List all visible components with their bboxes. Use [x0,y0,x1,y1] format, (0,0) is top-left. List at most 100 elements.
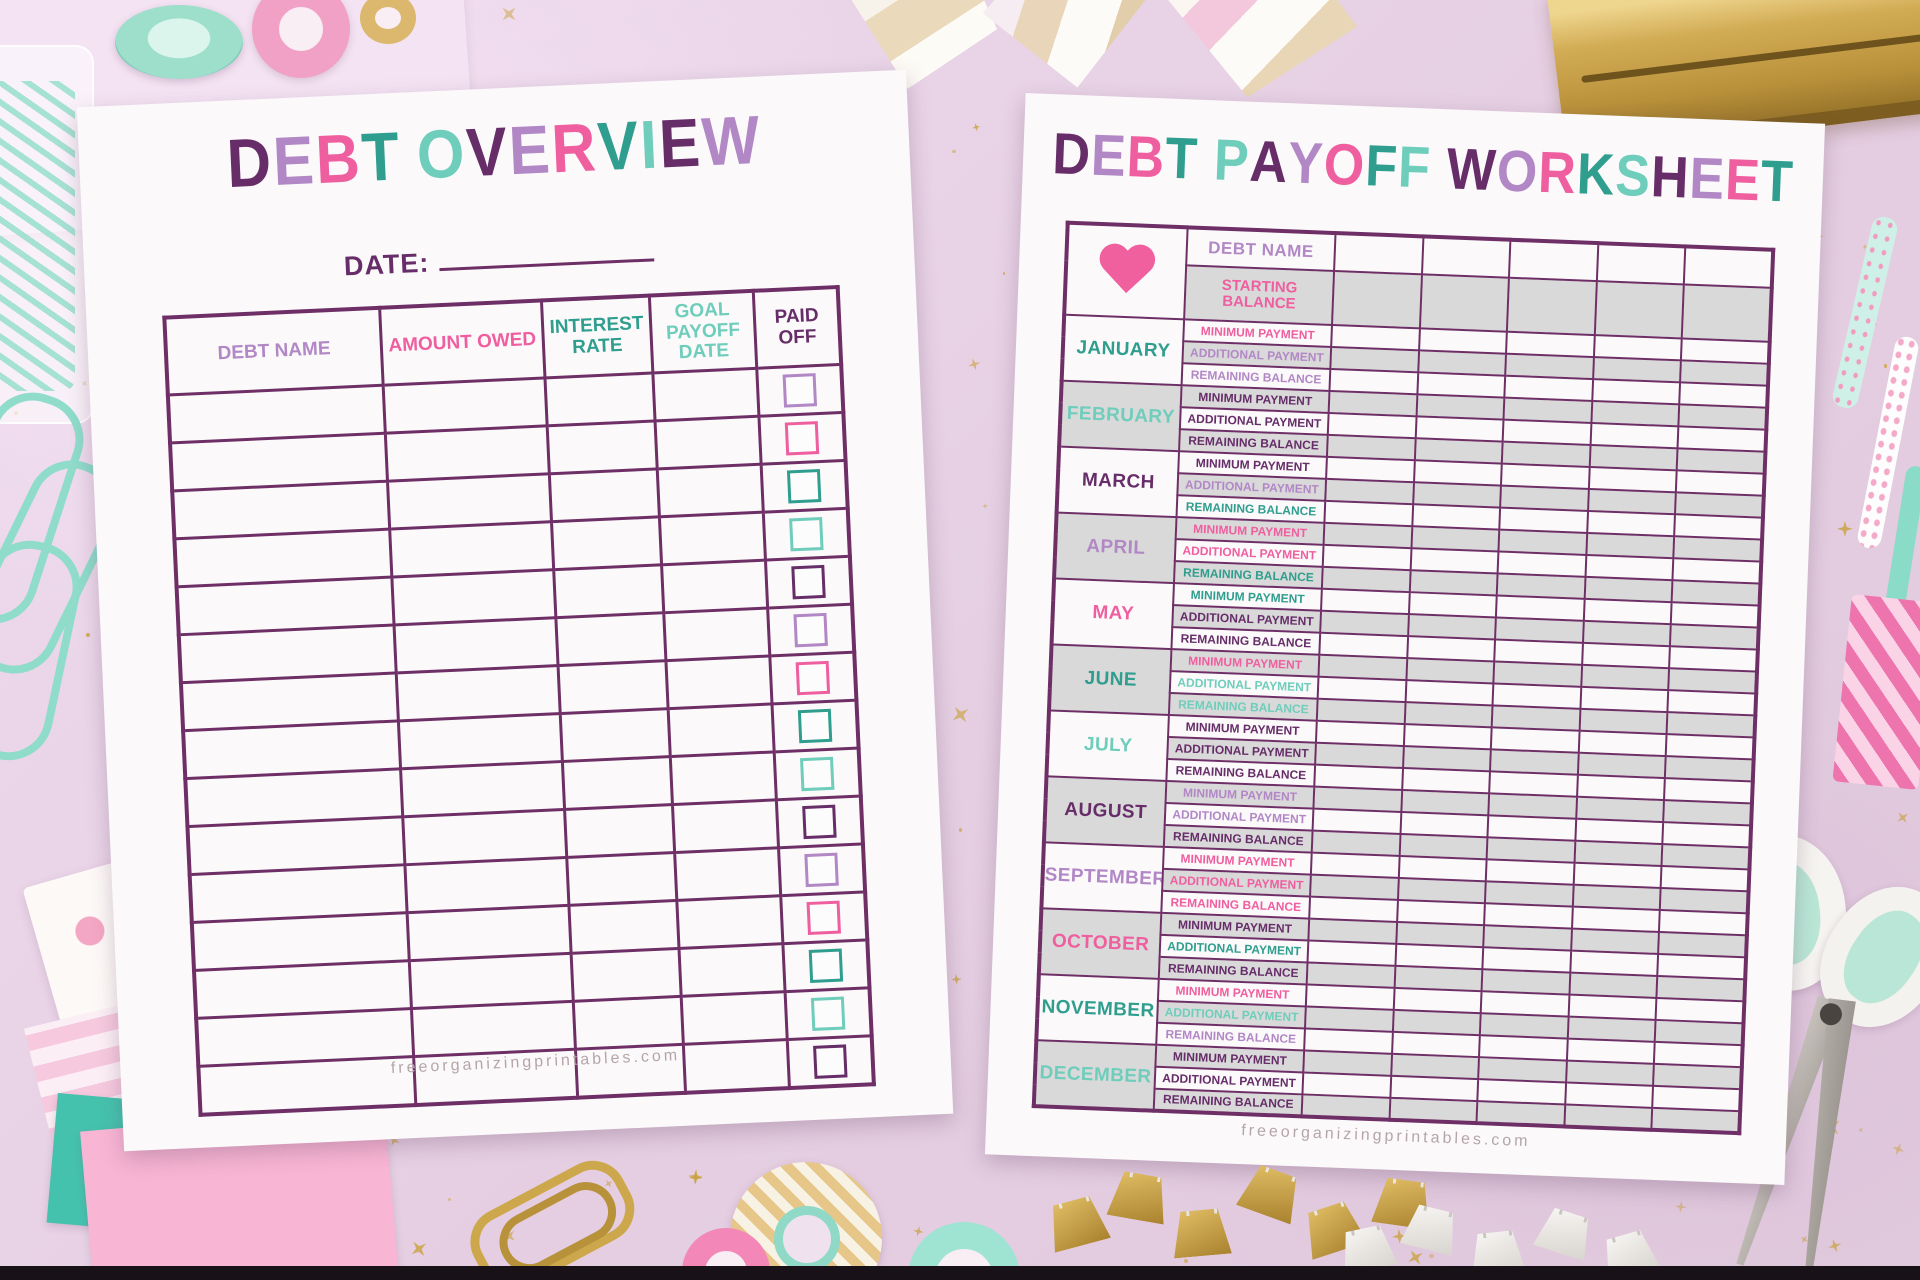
empty-cell [573,996,684,1050]
empty-cell [385,425,550,482]
month-cell-february: FEBRUARY [1059,380,1182,452]
title-letter: O [1322,132,1367,199]
title-letter: O [415,114,469,194]
heart-icon [1095,243,1157,299]
empty-cell [676,895,784,949]
debt-payoff-title: DEBT PAYOFF WORKSHEET [1022,122,1824,216]
remaining-balance-label: REMAINING BALANCE [1153,1088,1303,1117]
empty-cell [568,900,679,954]
paperclip-gold [444,1121,669,1280]
binder-clips-gold-part [1043,1193,1111,1252]
title-letter: V [464,112,511,191]
paid-off-checkbox [804,852,839,888]
paid-off-cell [759,412,846,465]
empty-cell [551,516,662,570]
title-letter: E [1723,147,1763,214]
empty-cell [547,420,657,474]
paid-off-cell [756,364,844,417]
title-letter: T [1164,125,1200,193]
column-header-paid-off: PAID OFF [753,287,842,369]
data-cell [1684,246,1774,288]
title-letter [1430,186,1446,187]
month-cell-june: JUNE [1048,644,1172,715]
jar-clips [0,45,94,424]
washi-tape-gold-small [360,0,416,44]
empty-cell [549,468,660,522]
empty-cell [402,809,567,865]
paid-off-checkbox [797,708,833,744]
heart-cell [1064,222,1188,320]
empty-cell [409,953,574,1009]
data-cell [1596,243,1686,285]
empty-cell [396,665,561,721]
title-letter: B [1125,124,1167,191]
paid-off-cell [770,652,857,704]
star-dot [959,828,963,832]
paid-off-cell [765,556,853,609]
empty-cell [394,617,558,673]
empty-cell [411,1001,576,1057]
title-letter: D [225,123,275,202]
starting-balance-label: STARTING BALANCE [1184,265,1335,325]
empty-cell [392,569,556,625]
star-dot [952,149,957,154]
title-letter: W [700,101,764,181]
binder-clips-gold-part [1236,1161,1306,1224]
paid-off-cell [772,700,859,752]
roll-hole [774,1206,840,1272]
empty-cell [678,943,786,997]
empty-cell [407,905,572,961]
data-cell [1332,271,1422,329]
empty-cell [389,521,554,578]
star-dot [1002,272,1005,275]
empty-cell [667,703,775,757]
month-cell-march: MARCH [1056,446,1180,518]
column-header-debt-name: DEBT NAME [164,307,384,396]
bottom-bar [0,1266,1920,1280]
paid-off-cell [785,987,872,1040]
paid-off-checkbox [800,756,835,792]
data-cell [1301,1094,1391,1120]
empty-cell [562,756,673,810]
star-dot [1883,364,1888,368]
debt-payoff-sheet: DEBT PAYOFF WORKSHEET DEBT NAME STARTING BA… [984,93,1826,1185]
title-letter: F [1396,134,1433,202]
column-header-goal-payoff-date: GOAL PAYOFF DATE [649,290,757,374]
ribbon-pink [1832,594,1920,790]
paid-off-cell [780,891,868,944]
title-letter: T [1759,148,1795,216]
debt-overview-sheet: DEBT OVERVIEW DATE: DEBT NAME AMOUNT OWED I… [76,69,954,1152]
title-letter: E [271,121,318,200]
month-cell-july: JULY [1046,710,1169,781]
title-letter: O [1495,138,1540,206]
empty-cell [680,991,788,1045]
data-cell [1594,281,1685,339]
title-letter: K [1575,141,1617,209]
title-letter [1197,177,1213,178]
paid-off-checkbox [810,996,846,1031]
data-cell [1651,1107,1741,1134]
empty-cell [571,948,681,1002]
title-letter: E [657,104,704,183]
empty-cell [398,713,563,769]
month-cell-september: SEPTEMBER [1041,842,1164,913]
debt-payoff-table: DEBT NAME STARTING BALANCE JANUARY MINIMUM … [1031,220,1776,1136]
paperclips-mint-part [0,532,89,769]
binder-clips-gold-part [1106,1169,1171,1224]
empty-cell [553,564,664,618]
title-letter: Y [1286,130,1326,197]
column-header-interest-rate: INTEREST RATE [541,295,653,378]
binder-clips-gold-part [1170,1208,1232,1259]
paid-off-cell [761,460,848,513]
data-cell [1564,1104,1653,1130]
month-cell-november: NOVEMBER [1036,974,1159,1045]
month-cell-january: JANUARY [1061,314,1185,386]
empty-cell [383,377,548,434]
empty-cell [405,857,569,913]
paper-gem-right [978,0,1162,98]
empty-cell [654,416,762,469]
empty-cell [557,660,668,714]
title-letter: B [313,119,364,198]
binder-clips-white-part [1400,1202,1463,1256]
title-letter: F [1364,133,1400,200]
